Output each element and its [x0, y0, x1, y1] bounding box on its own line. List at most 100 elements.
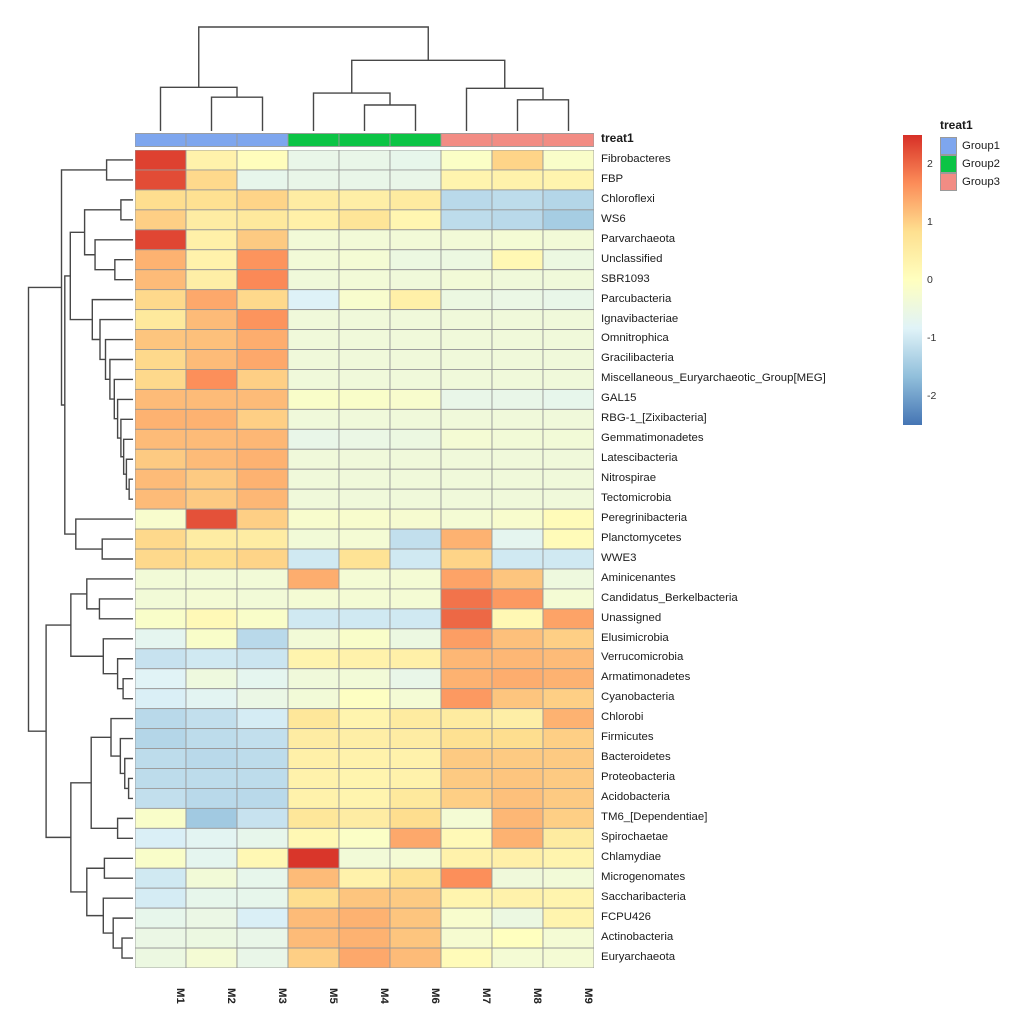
- heatmap-cell: [236, 309, 289, 331]
- heatmap-cell: [338, 947, 391, 968]
- heatmap-cell: [542, 728, 594, 749]
- colorbar-tick: 0: [927, 274, 933, 286]
- heatmap-cell: [236, 189, 289, 211]
- heatmap-cell: [491, 847, 544, 869]
- heatmap-cell: [287, 548, 340, 570]
- heatmap-cell: [135, 648, 187, 670]
- heatmap-cell: [338, 209, 391, 231]
- dendrogram-branch: [119, 737, 133, 775]
- heatmap-cell: [338, 488, 391, 510]
- legend-label: Group2: [962, 158, 1000, 170]
- heatmap-cell: [491, 927, 544, 949]
- heatmap-cell: [389, 568, 442, 590]
- heatmap-cell: [389, 428, 442, 450]
- heatmap-cell: [389, 309, 442, 331]
- heatmap-cell: [542, 369, 594, 390]
- heatmap-cell: [287, 349, 340, 370]
- legend-item: Group2: [940, 154, 1000, 173]
- heatmap-cell: [440, 169, 493, 191]
- heatmap-cell: [440, 588, 493, 610]
- heatmap-cell: [135, 628, 187, 650]
- heatmap-cell: [338, 289, 391, 311]
- heatmap-cell: [338, 927, 391, 949]
- heatmap-cell: [287, 269, 340, 291]
- heatmap-cell: [542, 927, 594, 949]
- heatmap-cell: [135, 249, 187, 271]
- heatmap-cell: [135, 189, 187, 211]
- heatmap-cell: [491, 588, 544, 610]
- dendrogram-branch: [45, 624, 71, 839]
- heatmap-cell: [491, 628, 544, 650]
- heatmap-cell: [185, 787, 238, 809]
- row-label: TM6_[Dependentiae]: [601, 810, 708, 823]
- heatmap-cell: [287, 827, 340, 849]
- dendrogram-branch: [86, 867, 105, 917]
- heatmap-cell: [440, 408, 493, 430]
- heatmap-cell: [287, 847, 340, 869]
- heatmap-cell: [185, 548, 238, 570]
- heatmap-cell: [236, 887, 289, 909]
- legend-rows: Group1 Group2 Group3: [940, 136, 1000, 191]
- legend-item: Group1: [940, 136, 1000, 155]
- colorbar-tick: -2: [927, 390, 937, 402]
- annotation-cell: [440, 133, 493, 147]
- heatmap-cell: [542, 269, 594, 291]
- heatmap-cell: [236, 728, 289, 749]
- heatmap-cell: [338, 150, 391, 171]
- heatmap-cell: [542, 349, 594, 370]
- heatmap-cell: [287, 588, 340, 610]
- heatmap-cell: [440, 927, 493, 949]
- heatmap-cell: [491, 568, 544, 590]
- heatmap-cell: [185, 728, 238, 749]
- heatmap-cell: [389, 448, 442, 470]
- heatmap-cell: [542, 907, 594, 929]
- legend-item: Group3: [940, 172, 1000, 191]
- annotation-cell: [287, 133, 340, 147]
- heatmap-cell: [236, 807, 289, 829]
- heatmap-cell: [287, 408, 340, 430]
- heatmap-cell: [135, 548, 187, 570]
- row-label: Gemmatimonadetes: [601, 432, 704, 445]
- heatmap-cell: [389, 827, 442, 849]
- colorbar-tick: 1: [927, 216, 933, 228]
- heatmap-cell: [185, 468, 238, 490]
- heatmap-cell: [135, 508, 187, 530]
- heatmap-cell: [491, 468, 544, 490]
- row-label: Armatimonadetes: [601, 671, 691, 684]
- heatmap-cell: [389, 209, 442, 231]
- row-label: Omnitrophica: [601, 332, 669, 345]
- row-label: Latescibacteria: [601, 452, 678, 465]
- heatmap-cell: [236, 528, 289, 550]
- heatmap-cell: [135, 748, 187, 769]
- heatmap-cell: [491, 728, 544, 749]
- heatmap-cell: [491, 289, 544, 311]
- heatmap-cell: [185, 688, 238, 710]
- heatmap-cell: [491, 768, 544, 789]
- heatmap-cell: [287, 748, 340, 769]
- heatmap-cell: [491, 249, 544, 271]
- heatmap-cell: [491, 648, 544, 670]
- heatmap-cell: [185, 269, 238, 291]
- heatmap-cell: [491, 229, 544, 251]
- heatmap-cell: [389, 847, 442, 869]
- column-label: M7: [480, 988, 492, 1004]
- heatmap-cell: [338, 448, 391, 470]
- heatmap-cell: [185, 408, 238, 430]
- row-label: Nitrospirae: [601, 472, 657, 484]
- heatmap-cell: [236, 608, 289, 630]
- heatmap-cell: [185, 947, 238, 968]
- heatmap-cell: [185, 708, 238, 730]
- heatmap-cell: [338, 249, 391, 271]
- heatmap-cell: [287, 887, 340, 909]
- heatmap-cell: [287, 189, 340, 211]
- heatmap-cell: [135, 708, 187, 730]
- heatmap-cell: [542, 748, 594, 769]
- heatmap-cell: [338, 369, 391, 390]
- heatmap-cell: [491, 150, 544, 171]
- column-label: M3: [276, 988, 288, 1004]
- row-label: Parcubacteria: [601, 292, 672, 305]
- heatmap-cell: [491, 807, 544, 829]
- row-label: FBP: [601, 172, 624, 185]
- heatmap-cell: [185, 488, 238, 510]
- dendrogram-branch: [121, 937, 133, 959]
